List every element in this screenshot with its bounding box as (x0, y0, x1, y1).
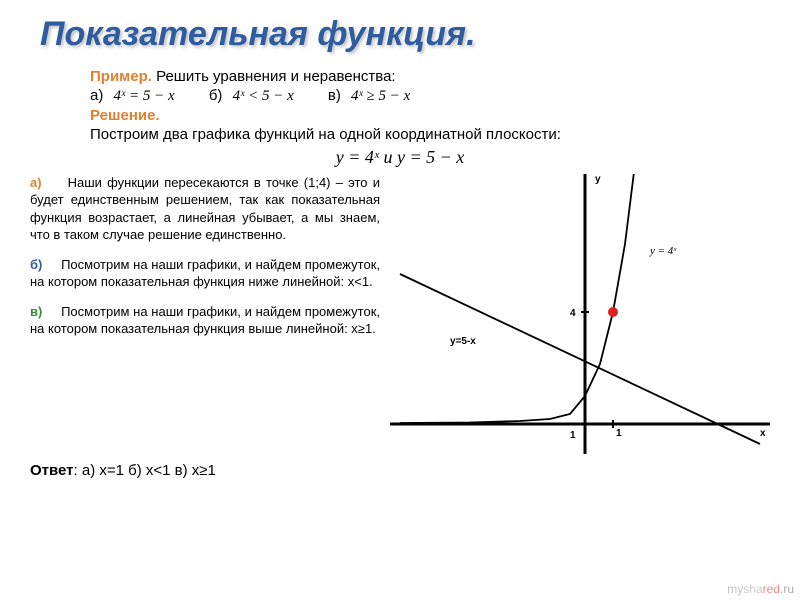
tick-y-4: 4 (570, 308, 576, 319)
solution-label: Решение. (90, 107, 770, 124)
answer-text: : а) х=1 б) х<1 в) х≥1 (74, 462, 216, 479)
exp-curve (400, 174, 635, 423)
watermark: myshared.ru (727, 582, 794, 596)
tick-x-1: 1 (616, 428, 622, 439)
tag-v: в) (30, 304, 42, 319)
parts-row: а) 4ˣ = 5 − x б) 4ˣ < 5 − x в) 4ˣ ≥ 5 − … (90, 87, 770, 105)
build-text: Построим два графика функций на одной ко… (30, 126, 770, 143)
content-block: Пример. Решить уравнения и неравенства: … (0, 68, 800, 124)
page-title: Показательная функция. (0, 0, 800, 64)
explanation-column: а) Наши функции пересекаются в точке (1;… (30, 174, 390, 454)
para-a: а) Наши функции пересекаются в точке (1;… (30, 174, 380, 244)
answer-label: Ответ (30, 462, 74, 479)
para-v-text: Посмотрим на наши графики, и найдем пром… (30, 304, 380, 337)
part-a-label: а) (90, 87, 103, 104)
exp-label: y = 4ˣ (649, 245, 677, 257)
tag-b: б) (30, 257, 42, 272)
tag-a: а) (30, 175, 42, 190)
para-b-text: Посмотрим на наши графики, и найдем пром… (30, 257, 380, 290)
y-axis-label: y (595, 174, 601, 185)
part-a-eq: 4ˣ = 5 − x (114, 88, 175, 105)
center-formula: y = 4ˣ и y = 5 − x (0, 147, 800, 168)
example-line: Пример. Решить уравнения и неравенства: (90, 68, 770, 85)
line-label: y=5-x (450, 336, 476, 347)
para-b: б) Посмотрим на наши графики, и найдем п… (30, 256, 380, 291)
x-axis-label: x (760, 428, 766, 439)
chart-svg: y x 1 1 4 y = 4ˣ y=5-x (390, 174, 770, 454)
example-text: Решить уравнения и неравенства: (152, 68, 396, 85)
para-a-text: Наши функции пересекаются в точке (1;4) … (30, 175, 380, 243)
linear-line (400, 274, 760, 444)
example-label: Пример. (90, 68, 152, 85)
tick-y-bottom: 1 (570, 430, 576, 441)
part-b-eq: 4ˣ < 5 − x (233, 88, 294, 105)
chart: y x 1 1 4 y = 4ˣ y=5-x (390, 174, 770, 454)
part-v-label: в) (328, 87, 341, 104)
intersection-point (608, 307, 618, 317)
lower-row: а) Наши функции пересекаются в точке (1;… (0, 174, 800, 454)
part-v-eq: 4ˣ ≥ 5 − x (351, 88, 410, 105)
para-v: в) Посмотрим на наши графики, и найдем п… (30, 303, 380, 338)
part-b-label: б) (209, 87, 223, 104)
answer-line: Ответ: а) х=1 б) х<1 в) х≥1 (30, 462, 800, 479)
